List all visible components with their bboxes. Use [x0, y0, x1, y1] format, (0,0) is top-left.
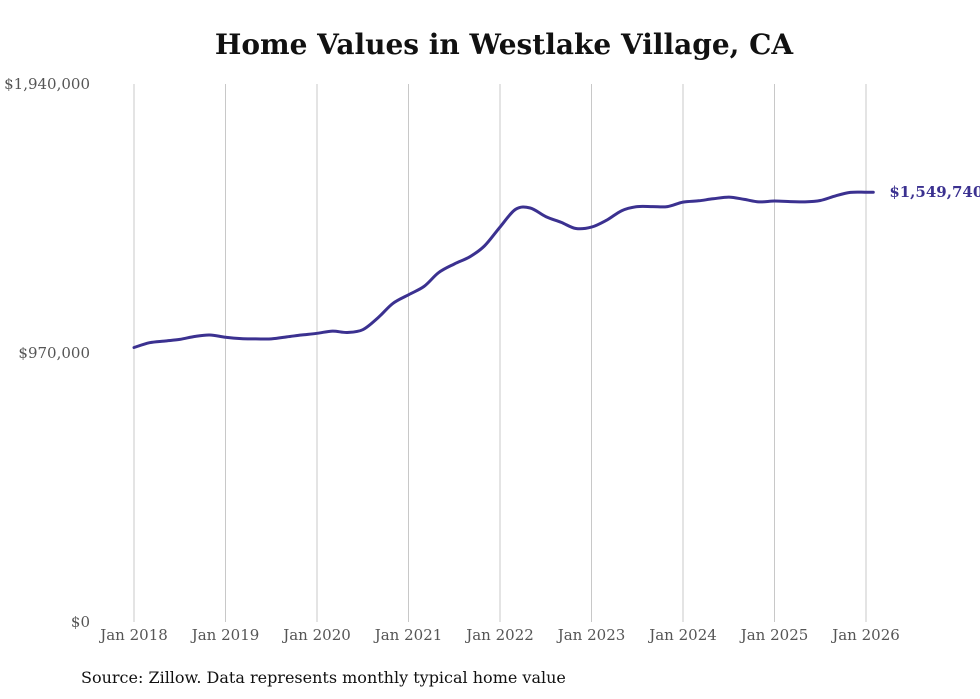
x-axis: Jan 2018 Jan 2019 Jan 2020 Jan 2021 Jan 2022…: [98, 626, 900, 644]
series-line: [132, 190, 875, 349]
chart-title: Home Values in Westlake Village, CA: [214, 28, 794, 61]
x-tick-label: Jan 2019: [190, 626, 260, 644]
x-tick-label: Jan 2023: [556, 626, 626, 644]
x-tick-label: Jan 2022: [464, 626, 534, 644]
gridlines: [133, 84, 867, 622]
x-tick-label: Jan 2021: [373, 626, 443, 644]
source-note: Source: Zillow. Data represents monthly …: [81, 668, 566, 687]
x-tick-label: Jan 2018: [98, 626, 168, 644]
y-tick-label: $1,940,000: [4, 75, 90, 93]
x-tick-label: Jan 2025: [739, 626, 809, 644]
y-tick-label: $970,000: [18, 344, 90, 362]
x-tick-label: Jan 2026: [830, 626, 900, 644]
y-tick-label: $0: [71, 613, 90, 631]
x-tick-label: Jan 2024: [647, 626, 717, 644]
y-axis: $0 $970,000 $1,940,000: [4, 75, 90, 631]
series-layer: [132, 190, 875, 349]
end-value-label: $1,549,740: [889, 183, 980, 201]
x-tick-label: Jan 2020: [281, 626, 351, 644]
